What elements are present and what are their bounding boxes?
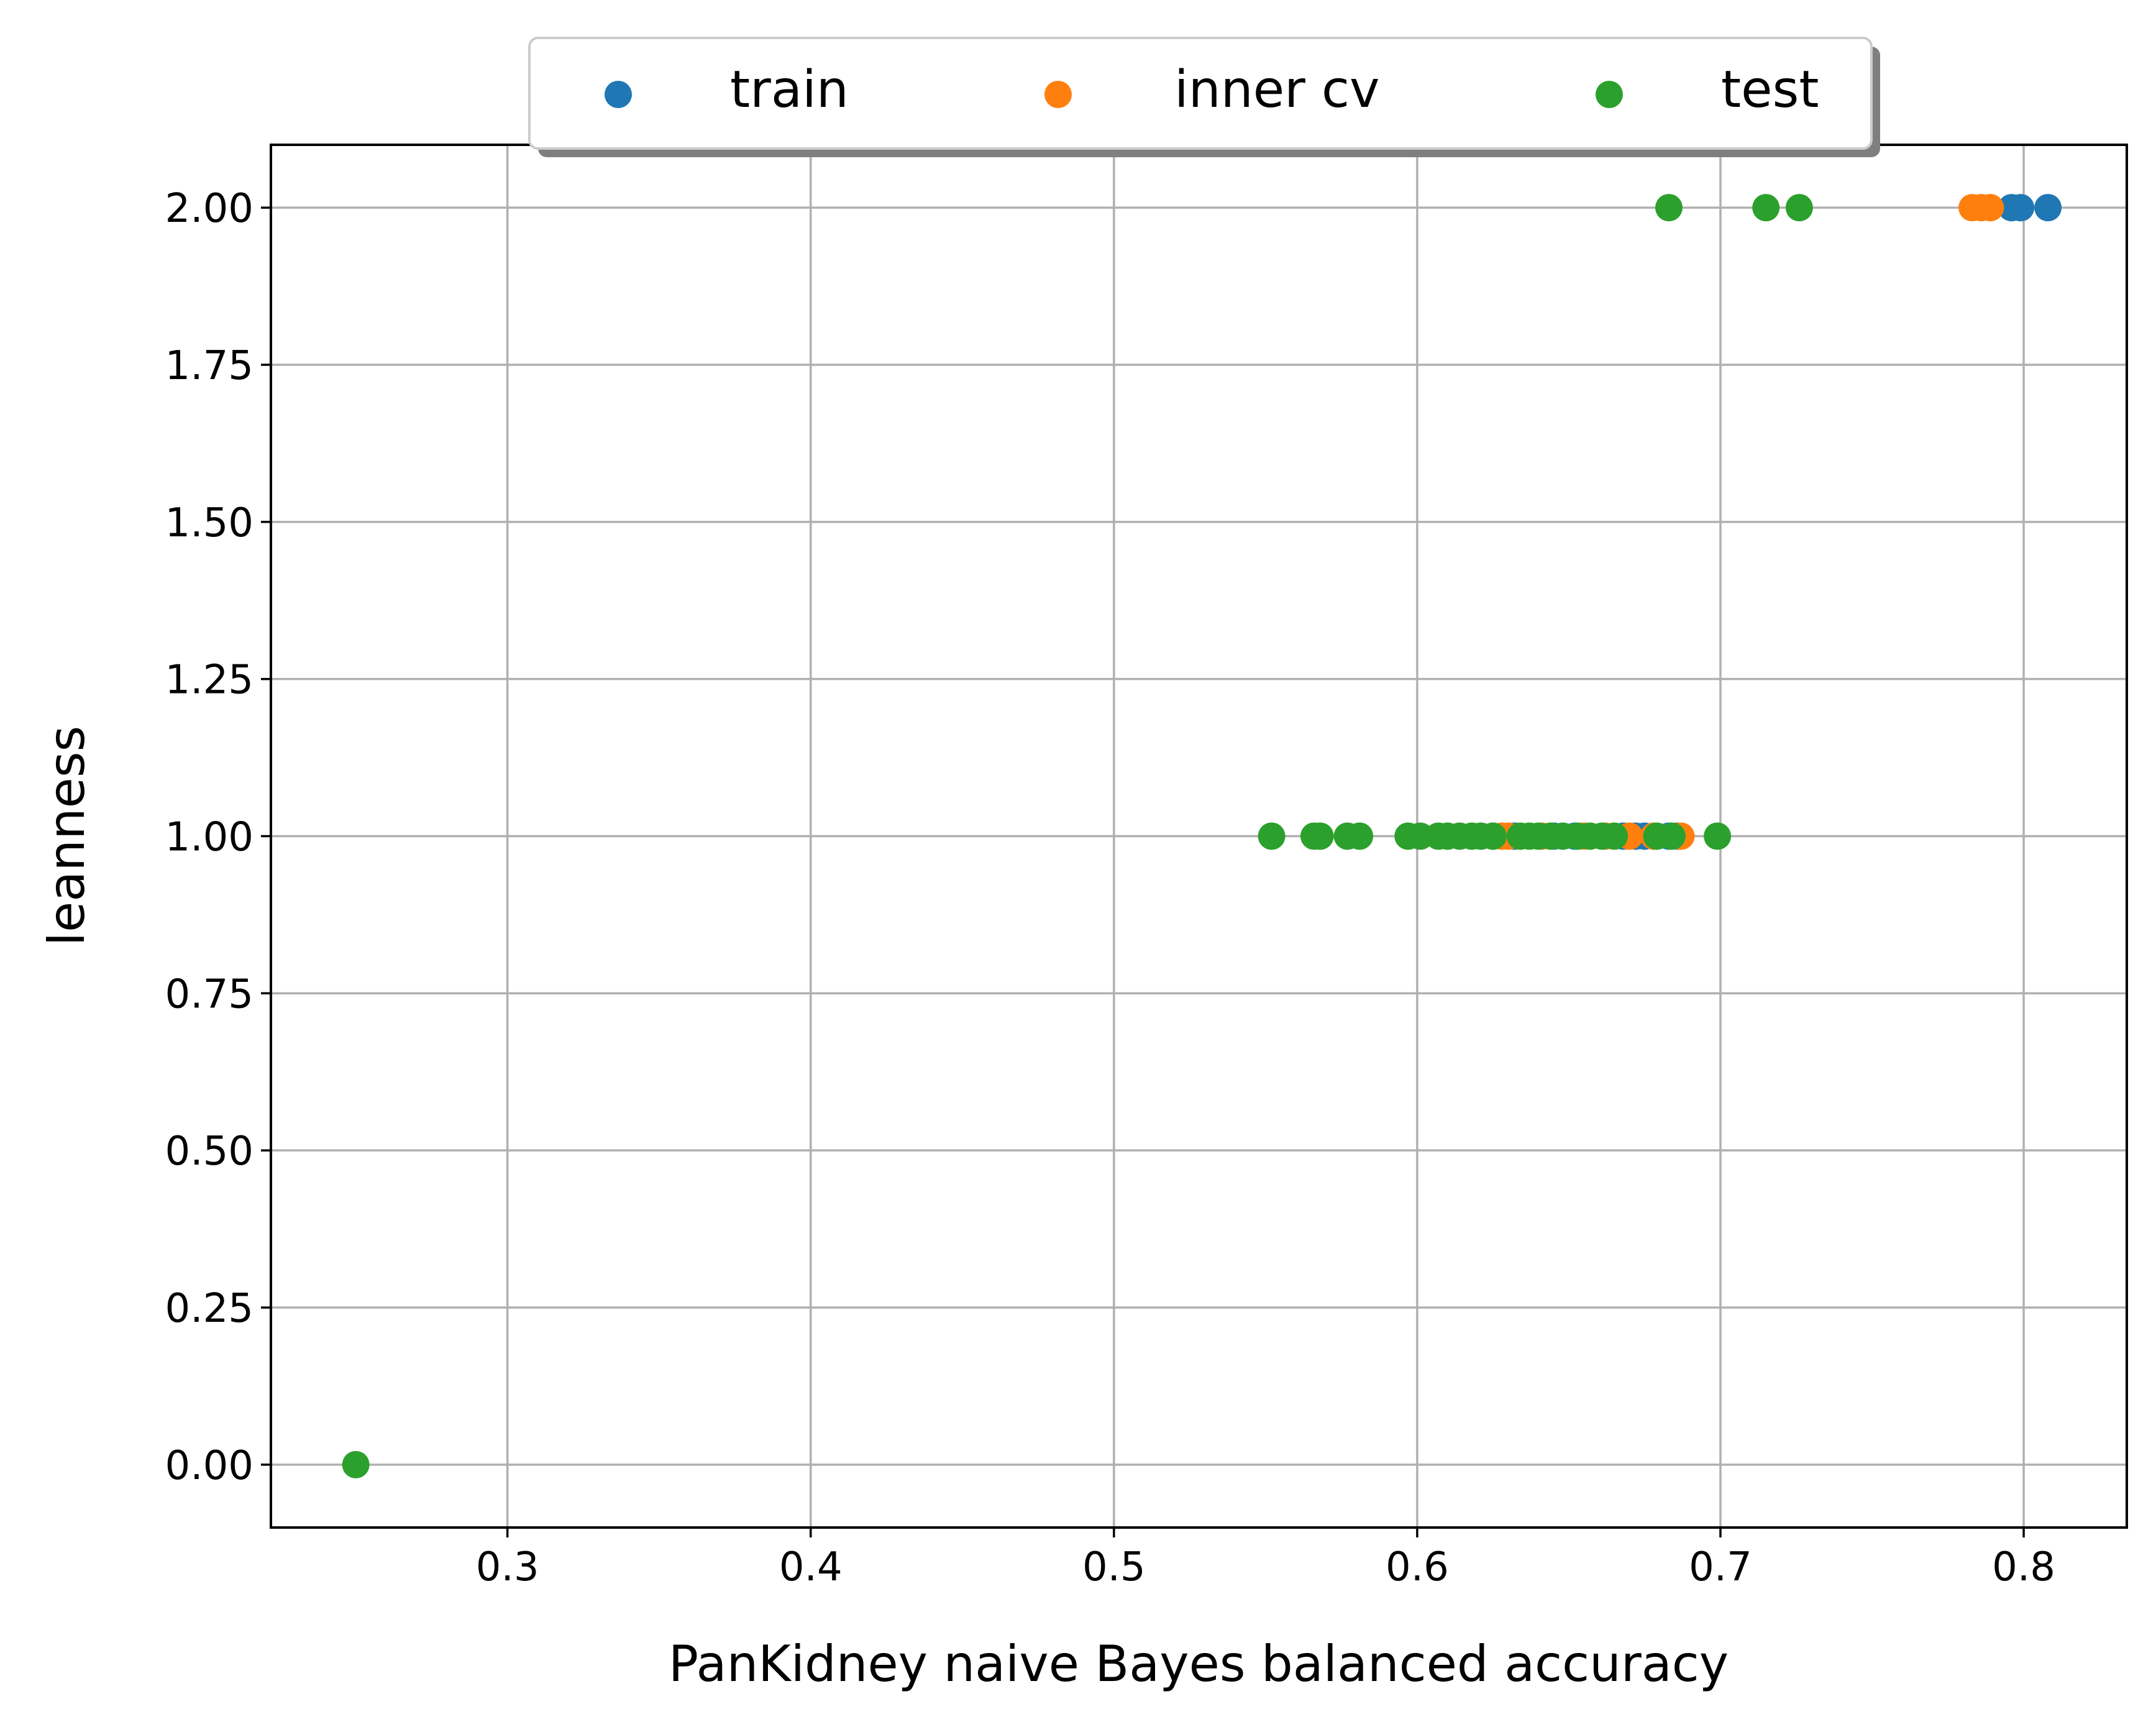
y-tick-label: 1.50 xyxy=(165,500,254,546)
data-point xyxy=(1785,194,1813,222)
y-tick-label: 0.25 xyxy=(165,1286,254,1332)
x-tick-label: 0.4 xyxy=(779,1544,843,1590)
series-test xyxy=(342,194,1813,1478)
x-tick-label: 0.5 xyxy=(1082,1544,1146,1590)
legend-box xyxy=(528,37,1873,150)
legend-marker xyxy=(1596,81,1623,108)
y-tick-label: 1.00 xyxy=(165,815,254,861)
legend-label: test xyxy=(1721,60,1819,119)
legend: train inner cv test xyxy=(528,37,1880,157)
legend-label: inner cv xyxy=(1174,60,1380,119)
y-tick-label: 2.00 xyxy=(165,186,254,232)
y-axis-label: leanness xyxy=(38,726,96,946)
data-point xyxy=(1306,822,1334,850)
y-tick-label: 1.25 xyxy=(165,657,254,703)
grid-lines xyxy=(271,145,2127,1528)
data-point xyxy=(1479,822,1507,850)
x-tick-label: 0.3 xyxy=(476,1544,539,1590)
data-point xyxy=(2034,194,2062,222)
data-points xyxy=(342,194,2062,1478)
legend-marker xyxy=(1044,81,1072,108)
legend-marker xyxy=(605,81,632,108)
data-point xyxy=(1752,194,1780,222)
data-point xyxy=(1258,822,1286,850)
data-point xyxy=(2007,194,2035,222)
data-point xyxy=(342,1450,370,1478)
y-tick-label: 0.75 xyxy=(165,971,254,1017)
data-point xyxy=(1704,822,1732,850)
y-tick-label: 0.50 xyxy=(165,1129,254,1175)
legend-label: train xyxy=(730,60,849,119)
data-point xyxy=(1346,822,1374,850)
x-tick-label: 0.7 xyxy=(1689,1544,1752,1590)
x-tick-label: 0.8 xyxy=(1992,1544,2055,1590)
y-axis-ticks: 0.00 0.25 0.50 0.75 1.00 1.25 1.50 1.75 2.00 xyxy=(165,186,271,1489)
y-tick-label: 1.75 xyxy=(165,343,254,389)
data-point xyxy=(1976,194,2004,222)
legend-items: train inner cv test xyxy=(605,60,1819,119)
y-tick-label: 0.00 xyxy=(165,1443,254,1489)
x-tick-label: 0.6 xyxy=(1386,1544,1449,1590)
data-point xyxy=(1601,822,1628,850)
x-axis-label: PanKidney naive Bayes balanced accuracy xyxy=(669,1635,1729,1693)
x-axis-ticks: 0.3 0.4 0.5 0.6 0.7 0.8 xyxy=(476,1528,2055,1590)
data-point xyxy=(1658,822,1686,850)
data-point xyxy=(1655,194,1683,222)
